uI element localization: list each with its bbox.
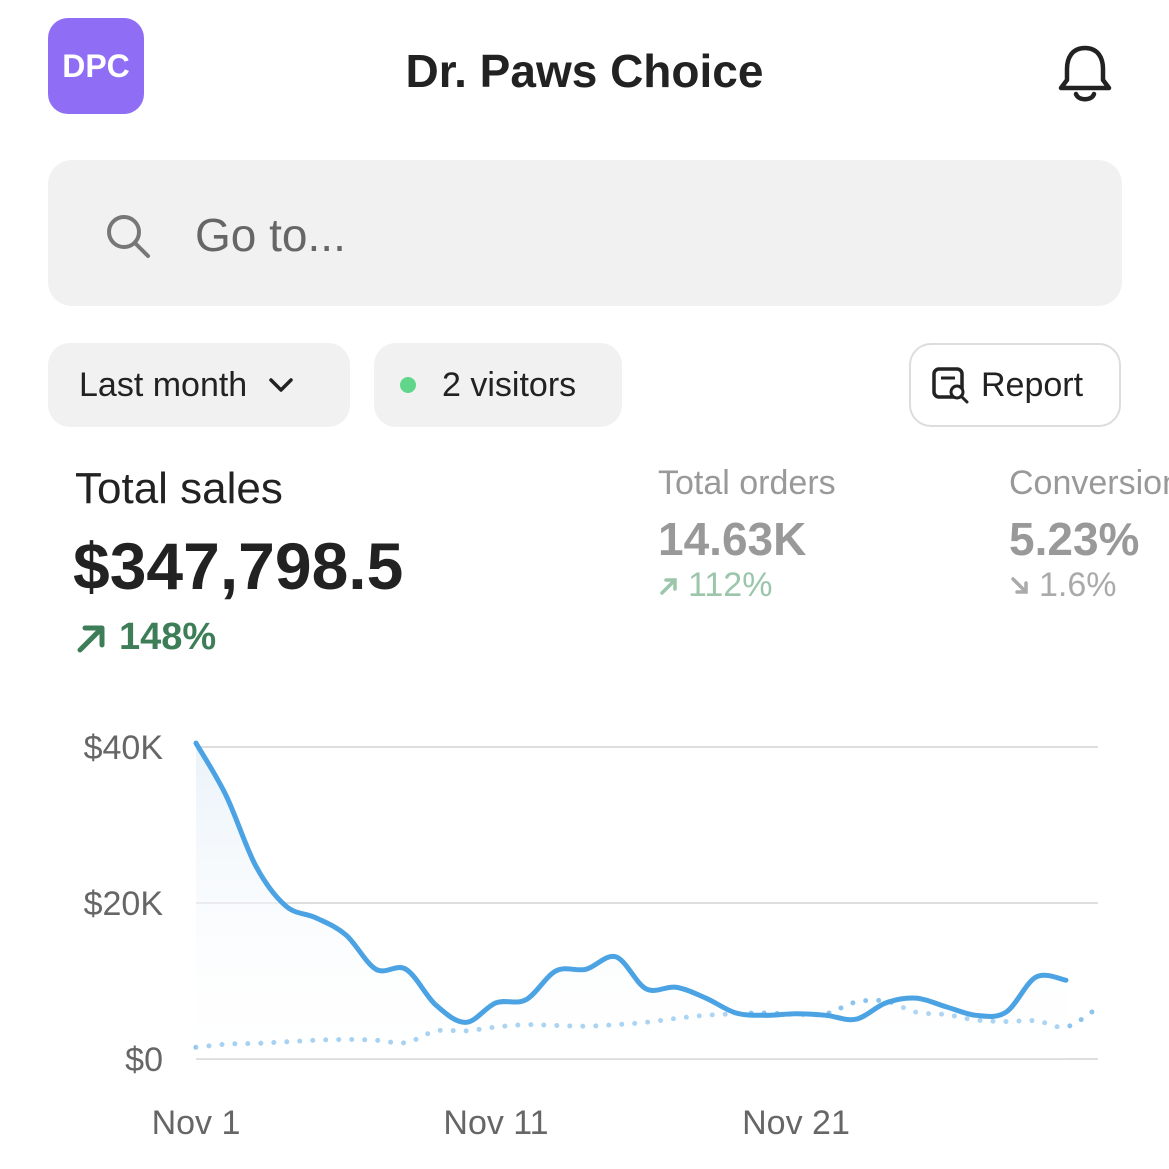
metric-change-text: 1.6% xyxy=(1039,566,1117,604)
y-tick-label: $40K xyxy=(84,729,164,767)
metric-value: 5.23% xyxy=(1009,513,1140,565)
x-tick-label: Nov 1 xyxy=(152,1104,241,1142)
store-logo[interactable]: DPC xyxy=(48,18,144,114)
line-area xyxy=(196,743,1066,1059)
visitors-chip[interactable]: 2 visitors xyxy=(374,343,622,427)
store-title: Dr. Paws Choice xyxy=(405,45,764,97)
up-arrow xyxy=(660,577,677,595)
metric-change: 1.6% xyxy=(1009,566,1117,605)
sales-chart: $0 $20K $40K Nov 1 Nov 11 Nov 21 xyxy=(84,729,1099,1142)
metric-value: $347,798.5 xyxy=(73,529,404,603)
metric-label: Total sales xyxy=(75,464,283,513)
x-tick-label: Nov 11 xyxy=(443,1104,548,1142)
chevron-icon xyxy=(269,378,293,392)
search-bar[interactable] xyxy=(48,160,1122,306)
y-tick-label: $0 xyxy=(125,1041,163,1079)
metric-label: Conversion xyxy=(1009,464,1169,502)
search-placeholder: Go to... xyxy=(195,209,346,261)
metric-change-text: 112% xyxy=(688,566,773,604)
report-icon xyxy=(932,367,969,404)
down-arrow xyxy=(1011,576,1028,594)
metric-change: 148% xyxy=(75,616,216,659)
y-tick-label: $20K xyxy=(84,885,164,923)
metric-change: 112% xyxy=(658,566,772,605)
up-arrow xyxy=(77,625,105,652)
metric-label: Total orders xyxy=(658,464,836,502)
visitors-label: 2 visitors xyxy=(442,365,577,404)
period-label: Last month xyxy=(79,365,248,404)
live-dot xyxy=(400,377,416,393)
x-tick-label: Nov 21 xyxy=(742,1104,850,1142)
metric-change-text: 148% xyxy=(119,616,217,658)
report-label: Report xyxy=(981,365,1084,404)
period-filter[interactable]: Last month xyxy=(48,343,350,427)
report-button[interactable]: Report xyxy=(909,343,1121,427)
search-icon xyxy=(107,215,150,258)
metric-value: 14.63K xyxy=(658,513,807,565)
sales-line xyxy=(193,740,1069,1025)
notification-bell[interactable] xyxy=(1055,42,1115,106)
